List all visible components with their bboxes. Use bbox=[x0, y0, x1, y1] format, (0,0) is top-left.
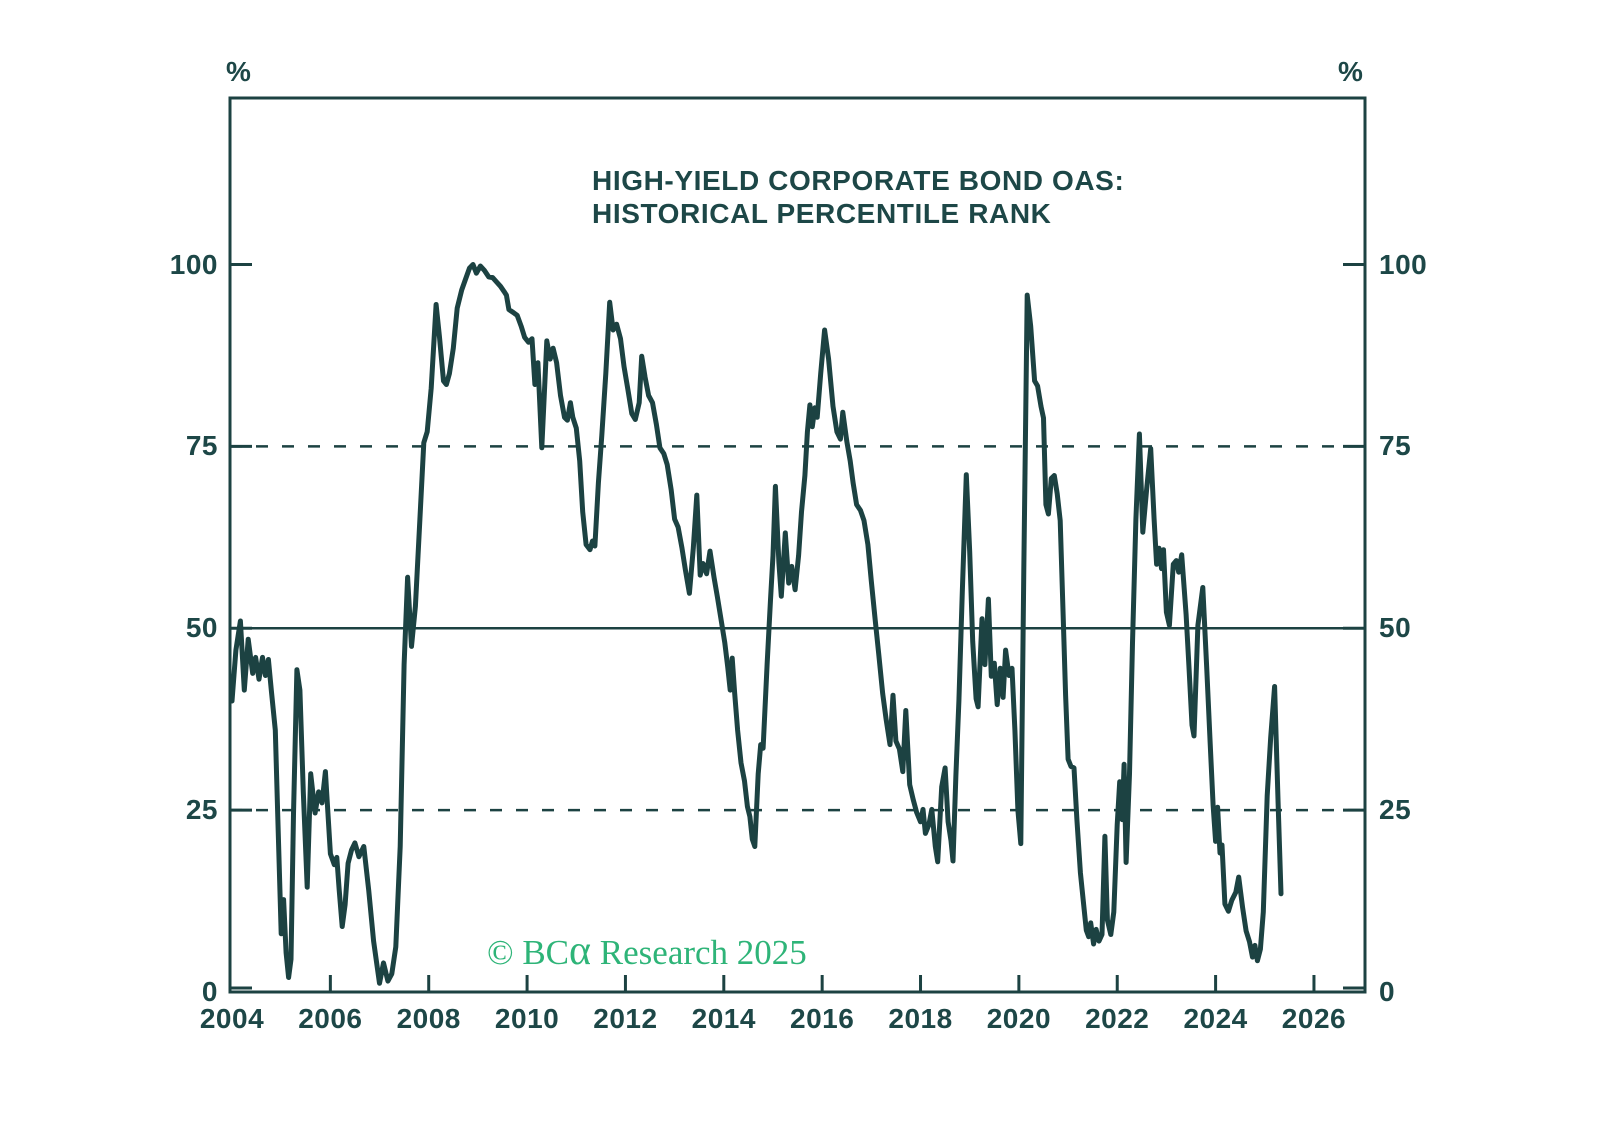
x-tick-label-2004: 2004 bbox=[199, 1003, 265, 1034]
y-tick-label-right-75: 75 bbox=[1379, 430, 1412, 462]
watermark-alpha-glyph: α bbox=[569, 928, 592, 974]
plot-border bbox=[228, 96, 1367, 994]
chart-title-line1: HIGH-YIELD CORPORATE BOND OAS: bbox=[592, 165, 1125, 196]
y-tick-label-left-75: 75 bbox=[185, 430, 218, 462]
x-tick-label-2010: 2010 bbox=[494, 1003, 560, 1034]
chart-title: HIGH-YIELD CORPORATE BOND OAS: HISTORICA… bbox=[592, 164, 1124, 230]
y-tick-label-left-25: 25 bbox=[185, 794, 218, 826]
x-tick-label-2006: 2006 bbox=[298, 1003, 363, 1034]
x-tick-label-2016: 2016 bbox=[790, 1003, 855, 1034]
x-tick-label-2026: 2026 bbox=[1281, 1003, 1347, 1034]
y-tick-label-right-0: 0 bbox=[1379, 976, 1396, 1007]
y-tick-label-left-0: 0 bbox=[201, 976, 218, 1007]
y-tick-label-left-100: 100 bbox=[169, 248, 218, 280]
x-tick-label-2020: 2020 bbox=[986, 1003, 1052, 1034]
y-tick-label-right-50: 50 bbox=[1379, 612, 1412, 644]
x-tick-label-2012: 2012 bbox=[593, 1003, 658, 1034]
x-tick-label-2008: 2008 bbox=[396, 1003, 461, 1034]
chart-title-line2: HISTORICAL PERCENTILE RANK bbox=[592, 198, 1052, 229]
watermark: © BCα Research 2025 bbox=[487, 930, 807, 973]
watermark-suffix: Research 2025 bbox=[591, 933, 807, 972]
watermark-prefix: © BC bbox=[487, 933, 570, 972]
y-axis-unit-left: % bbox=[226, 56, 251, 87]
y-tick-label-right-25: 25 bbox=[1379, 794, 1412, 826]
y-tick-label-right-100: 100 bbox=[1379, 248, 1428, 280]
y-axis-unit-right: % bbox=[1338, 56, 1363, 87]
x-tick-label-2018: 2018 bbox=[888, 1003, 953, 1034]
x-tick-label-2024: 2024 bbox=[1183, 1003, 1248, 1034]
x-tick-label-2014: 2014 bbox=[691, 1003, 756, 1034]
y-tick-label-left-50: 50 bbox=[185, 612, 218, 644]
x-tick-label-2022: 2022 bbox=[1085, 1003, 1150, 1034]
series-line-0 bbox=[229, 262, 1284, 986]
